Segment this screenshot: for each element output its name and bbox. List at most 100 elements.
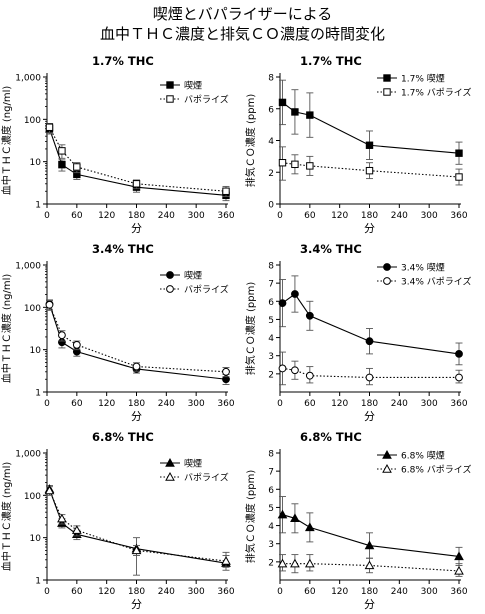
y-tick-label: 100 <box>24 304 41 314</box>
x-tick-label: 240 <box>391 399 408 409</box>
series-line <box>48 304 227 373</box>
legend-marker <box>166 285 174 293</box>
series-1 <box>278 275 463 366</box>
x-tick-label: 0 <box>44 587 50 597</box>
chart-title: 3.4% THC <box>300 242 362 256</box>
y-tick-label: 1,000 <box>15 262 41 272</box>
x-axis-label: 分 <box>364 598 375 611</box>
data-point <box>221 556 231 565</box>
x-tick-label: 120 <box>331 587 348 597</box>
series-1 <box>278 79 463 165</box>
series-line <box>282 514 460 557</box>
data-point <box>71 525 82 534</box>
data-point <box>304 558 315 568</box>
y-tick-label: 100 <box>24 492 41 502</box>
thc-3-4-chart: 3.4% THC 1 10 100 1,000 0 60 120 180 240 300 360 分 血中… <box>0 242 235 423</box>
x-axis-label: 分 <box>131 410 142 423</box>
legend-label: 喫煙 <box>184 270 202 282</box>
legend-marker <box>166 271 174 279</box>
data-point <box>291 160 299 169</box>
legend-label: 6.8% バポライズ <box>401 464 471 476</box>
data-point <box>455 373 463 382</box>
legend-label: 喫煙 <box>184 80 202 92</box>
data-point <box>278 364 287 373</box>
series-2 <box>277 554 464 577</box>
y-tick-label: 4 <box>268 137 274 147</box>
x-tick-label: 360 <box>217 399 234 409</box>
data-point <box>364 560 375 570</box>
legend-marker <box>383 277 391 285</box>
x-axis-label: 分 <box>131 598 142 611</box>
data-point <box>222 187 230 195</box>
x-tick-label: 0 <box>277 587 283 597</box>
figure-title-line2: 血中ＴＨＣ濃度と排気ＣＯ濃度の時間変化 <box>99 25 385 43</box>
series-2 <box>278 146 463 186</box>
x-tick-label: 60 <box>71 399 83 409</box>
data-point <box>45 300 54 309</box>
data-point <box>44 485 55 495</box>
legend-label: バポライズ <box>184 94 229 106</box>
thc-6-8-chart: 6.8% THC 1 10 100 1,000 0 60 120 180 240 300 360 分 血中… <box>0 430 235 611</box>
data-point <box>455 173 463 181</box>
y-tick-label: 10 <box>30 346 42 356</box>
data-point <box>58 331 66 340</box>
series-2 <box>45 122 230 197</box>
data-point <box>291 108 299 116</box>
data-point <box>291 290 299 298</box>
x-tick-label: 60 <box>304 587 316 597</box>
legend-marker <box>383 263 391 271</box>
x-tick-label: 60 <box>71 211 83 221</box>
legend-label: 3.4% バポライズ <box>401 276 471 288</box>
legend-label: 喫煙 <box>184 458 202 470</box>
data-point <box>454 565 464 575</box>
y-tick-label: 8 <box>268 74 274 84</box>
x-tick-label: 120 <box>98 211 115 221</box>
y-tick-label: 3 <box>268 540 274 550</box>
data-point <box>58 147 66 155</box>
data-point <box>45 123 54 131</box>
data-point <box>58 160 66 169</box>
y-tick-label: 6 <box>268 486 274 496</box>
y-tick-label: 0 <box>268 201 274 211</box>
chart-title: 3.4% THC <box>92 242 154 256</box>
data-point <box>365 337 374 346</box>
legend-marker <box>165 471 175 481</box>
legend-marker <box>166 81 174 89</box>
y-tick-label: 4 <box>268 334 274 344</box>
y-tick-label: 2 <box>268 169 274 179</box>
y-axis-label: 排気ＣＯ濃度 (ppm) <box>244 470 257 564</box>
legend-label: 1.7% 喫煙 <box>401 73 445 85</box>
data-point <box>306 162 314 170</box>
data-point <box>455 149 463 157</box>
legend-marker <box>382 463 392 473</box>
chart-title: 1.7% THC <box>92 54 154 68</box>
data-point <box>277 558 288 568</box>
x-tick-label: 240 <box>391 211 408 221</box>
data-point <box>132 362 141 371</box>
figure-title-line1: 喫煙とバパライザーによる <box>152 5 333 23</box>
data-point <box>305 311 314 320</box>
co-6-8-chart: 6.8% THC 2 3 4 5 6 7 8 0 60 120 180 240 300 360 分 排気ＣＯ濃度… <box>244 430 471 611</box>
y-tick-label: 7 <box>268 468 274 478</box>
x-tick-label: 60 <box>304 399 316 409</box>
legend-label: 1.7% バポライズ <box>401 87 471 99</box>
y-tick-label: 6 <box>268 298 274 308</box>
x-tick-label: 180 <box>128 587 145 597</box>
x-tick-label: 300 <box>188 587 205 597</box>
co-3-4-chart: 3.4% THC 2 3 4 5 6 7 8 0 60 120 180 240 300 360 分 排気ＣＯ濃度… <box>244 242 471 423</box>
x-tick-label: 240 <box>391 587 408 597</box>
y-tick-label: 2 <box>268 558 274 568</box>
data-point <box>365 166 374 175</box>
co-1-7-chart: 1.7% THC 0 2 4 6 8 0 60 120 180 240 300 360 分 排気ＣＯ濃度 (… <box>244 54 471 235</box>
data-point <box>278 98 287 107</box>
y-tick-label: 8 <box>268 450 274 460</box>
x-tick-label: 180 <box>128 399 145 409</box>
data-point <box>291 366 299 375</box>
x-tick-label: 60 <box>304 211 316 221</box>
x-tick-label: 360 <box>217 587 234 597</box>
x-tick-label: 360 <box>450 587 467 597</box>
x-tick-label: 120 <box>98 399 115 409</box>
legend-label: 6.8% 喫煙 <box>401 450 445 462</box>
y-tick-label: 4 <box>268 522 274 532</box>
data-point <box>131 545 142 555</box>
